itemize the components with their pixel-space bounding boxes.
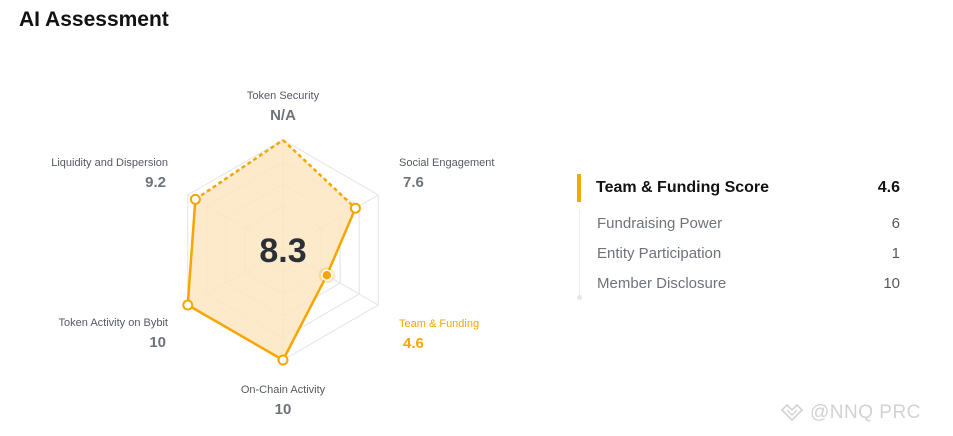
radar-axis-value-1: 7.6: [403, 174, 424, 191]
row-label: Entity Participation: [597, 244, 722, 262]
watermark-text: @NNQ PRC: [810, 402, 921, 423]
watermark-logo-icon: [780, 404, 804, 422]
row-value: 1: [891, 244, 900, 262]
panel-row-entity-participation: Entity Participation 1: [577, 238, 901, 268]
row-value: 6: [891, 214, 900, 232]
radar-point-1: [349, 202, 361, 214]
radar-area: [187, 140, 356, 360]
radar-axis-value-0: N/A: [270, 107, 296, 124]
radar-point-2: [321, 269, 333, 282]
radar-axis-value-2: 4.6: [403, 335, 424, 352]
radar-axis-label-3: On-Chain Activity: [241, 384, 326, 396]
panel-row-member-disclosure: Member Disclosure 10: [577, 268, 901, 298]
radar-point-5: [189, 193, 201, 205]
panel-score: 4.6: [877, 179, 900, 196]
radar-axis-label-4: Token Activity on Bybit: [59, 317, 168, 329]
panel-accent-bar: [577, 174, 581, 202]
radar-axis-label-1: Social Engagement: [399, 157, 494, 169]
radar-edge-0: [282, 139, 357, 210]
row-label: Fundraising Power: [597, 214, 723, 232]
radar-edge-1: [325, 207, 357, 276]
radar-edge-4: [186, 199, 197, 306]
radar-point-3: [277, 354, 289, 366]
panel-title: Team & Funding Score: [596, 179, 770, 196]
radar-axis-label-5: Liquidity and Dispersion: [51, 157, 168, 169]
radar-axis-label-0: Token Security: [247, 90, 320, 102]
score-detail-panel: Team & Funding Score 4.6 Fundraising Pow…: [577, 174, 901, 300]
page-title: AI Assessment: [19, 8, 169, 31]
watermark: @NNQ PRC: [780, 402, 921, 424]
panel-row-fundraising-power: Fundraising Power 6: [577, 208, 901, 238]
radar-edge-3: [187, 303, 284, 362]
panel-timeline-line: [579, 210, 580, 298]
radar-edge-2: [281, 274, 328, 361]
radar-center-score: 8.3: [259, 232, 306, 270]
radar-point-4: [182, 299, 194, 311]
radar-edge-5: [194, 138, 284, 201]
panel-header: Team & Funding Score 4.6: [577, 174, 901, 202]
radar-axis-label-2: Team & Funding: [399, 318, 479, 330]
panel-list: Fundraising Power 6 Entity Participation…: [577, 208, 901, 300]
panel-timeline-dot: [577, 295, 582, 300]
radar-axis-value-4: 10: [149, 334, 166, 351]
radar-axis-value-5: 9.2: [145, 174, 166, 191]
radar-axis-value-3: 10: [275, 401, 292, 418]
row-label: Member Disclosure: [597, 274, 727, 292]
row-value: 10: [883, 274, 900, 292]
